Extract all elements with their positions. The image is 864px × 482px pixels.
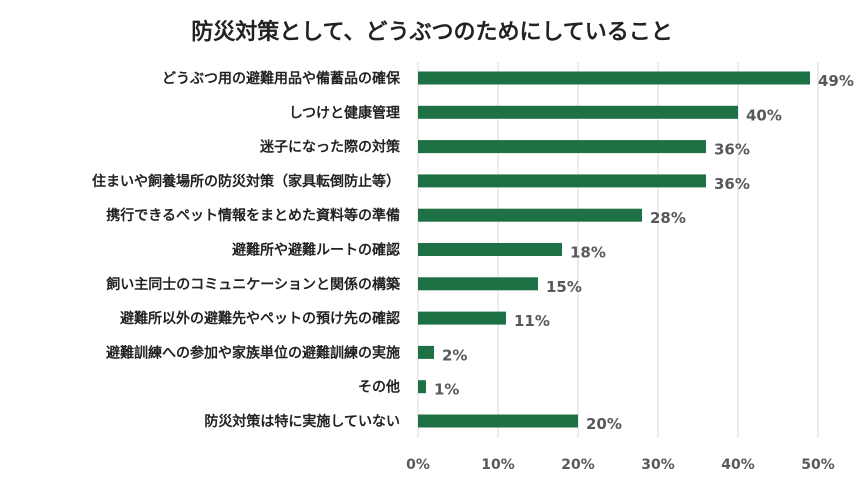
data-label: 36% [714,141,750,159]
data-label: 15% [546,278,582,296]
bar [418,414,578,428]
category-label: その他 [358,379,400,396]
data-label: 18% [570,244,606,262]
category-label: 避難訓練への参加や家族単位の避難訓練の実施 [106,344,400,361]
category-label: 避難所や避難ルートの確認 [232,242,400,259]
x-tick-label: 10% [481,457,515,473]
bar [418,105,738,119]
category-label: 防災対策は特に実施していない [204,413,400,430]
category-label: 住まいや飼養場所の防災対策（家具転倒防止等） [92,173,400,190]
x-tick-label: 50% [801,457,835,473]
x-tick-label: 40% [721,457,755,473]
data-label: 28% [650,209,686,227]
data-label: 49% [818,72,854,90]
bar [418,311,506,325]
chart-title: 防災対策として、どうぶつのためにしていること [191,20,673,45]
bar [418,174,706,188]
category-label: 飼い主同士のコミュニケーションと関係の構築 [105,276,401,293]
category-label: どうぶつ用の避難用品や備蓄品の確保 [162,70,401,87]
x-tick-label: 30% [641,457,675,473]
data-label: 20% [586,415,622,433]
bar [418,345,434,359]
category-label: 迷子になった際の対策 [259,139,401,156]
bar [418,243,562,256]
x-tick-label: 20% [561,457,595,473]
category-label: 避難所以外の避難先やペットの預け先の確認 [120,310,400,327]
bar [418,140,706,154]
category-label: しつけと健康管理 [289,104,400,121]
data-label: 2% [442,346,467,364]
data-label: 40% [746,106,782,124]
category-label: 携行できるペット情報をまとめた資料等の準備 [106,207,400,224]
bar [418,71,810,85]
bar [418,277,538,291]
data-label: 36% [714,175,750,193]
data-label: 1% [434,381,459,399]
bar [418,380,426,394]
bar [418,208,642,222]
data-label: 11% [514,312,550,330]
x-tick-label: 0% [406,457,430,473]
